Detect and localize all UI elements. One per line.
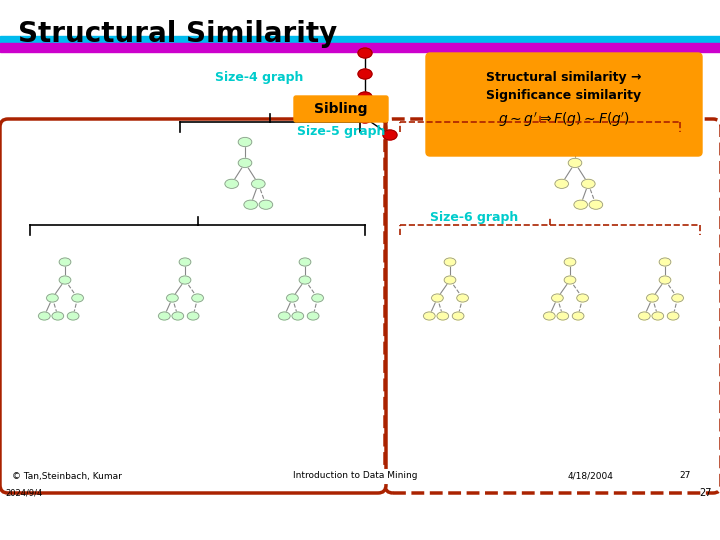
Ellipse shape (574, 200, 588, 210)
Ellipse shape (639, 312, 650, 320)
Ellipse shape (568, 138, 582, 146)
Ellipse shape (52, 312, 63, 320)
Ellipse shape (238, 138, 252, 146)
Ellipse shape (647, 294, 658, 302)
Ellipse shape (437, 312, 449, 320)
Ellipse shape (179, 258, 191, 266)
Ellipse shape (179, 276, 191, 284)
Ellipse shape (59, 258, 71, 266)
Text: $g \sim g'\Rightarrow F(g) \sim F(g')$: $g \sim g'\Rightarrow F(g) \sim F(g')$ (498, 111, 630, 129)
Ellipse shape (238, 158, 252, 167)
Ellipse shape (287, 294, 298, 302)
Text: Size-6 graph: Size-6 graph (430, 212, 518, 225)
Bar (8, 469, 708, 483)
Ellipse shape (192, 294, 204, 302)
Ellipse shape (555, 179, 569, 188)
Ellipse shape (358, 113, 372, 123)
Ellipse shape (577, 294, 588, 302)
Ellipse shape (423, 312, 435, 320)
Ellipse shape (67, 312, 79, 320)
Ellipse shape (47, 294, 58, 302)
FancyBboxPatch shape (294, 96, 388, 122)
Ellipse shape (564, 276, 576, 284)
Text: Size-4 graph: Size-4 graph (215, 71, 303, 84)
Text: Size-5 graph: Size-5 graph (297, 125, 385, 138)
Text: 27: 27 (700, 488, 712, 498)
Ellipse shape (358, 48, 372, 58)
Ellipse shape (251, 179, 265, 188)
Ellipse shape (456, 294, 469, 302)
Text: 2024/9/4: 2024/9/4 (5, 488, 42, 497)
Ellipse shape (564, 258, 576, 266)
Text: Structural Similarity: Structural Similarity (18, 20, 337, 48)
Ellipse shape (72, 294, 84, 302)
Text: 27: 27 (679, 471, 690, 481)
Ellipse shape (444, 276, 456, 284)
Ellipse shape (158, 312, 170, 320)
Ellipse shape (166, 294, 179, 302)
Ellipse shape (552, 294, 563, 302)
Text: © Tan,Steinbach, Kumar: © Tan,Steinbach, Kumar (12, 471, 122, 481)
Ellipse shape (358, 92, 372, 102)
Text: 4/18/2004: 4/18/2004 (567, 471, 613, 481)
Ellipse shape (572, 312, 584, 320)
Ellipse shape (299, 258, 311, 266)
Text: Significance similarity: Significance similarity (487, 89, 642, 102)
Ellipse shape (452, 312, 464, 320)
Ellipse shape (672, 294, 683, 302)
Bar (0, 36, 720, 43)
Bar (0, 43, 720, 52)
Ellipse shape (279, 312, 290, 320)
Ellipse shape (582, 179, 595, 188)
Ellipse shape (59, 276, 71, 284)
Ellipse shape (307, 312, 319, 320)
FancyBboxPatch shape (426, 53, 702, 156)
Ellipse shape (557, 312, 569, 320)
Ellipse shape (659, 276, 671, 284)
Ellipse shape (38, 312, 50, 320)
Ellipse shape (568, 158, 582, 167)
Ellipse shape (292, 312, 304, 320)
Ellipse shape (172, 312, 184, 320)
Ellipse shape (244, 200, 258, 210)
Ellipse shape (299, 276, 311, 284)
Ellipse shape (544, 312, 555, 320)
Ellipse shape (589, 200, 603, 210)
Ellipse shape (652, 312, 664, 320)
Text: Sibling: Sibling (314, 102, 368, 116)
Ellipse shape (444, 258, 456, 266)
Ellipse shape (312, 294, 323, 302)
Ellipse shape (225, 179, 238, 188)
Ellipse shape (187, 312, 199, 320)
Ellipse shape (259, 200, 273, 210)
Ellipse shape (358, 69, 372, 79)
Ellipse shape (667, 312, 679, 320)
Text: Structural similarity →: Structural similarity → (486, 71, 642, 84)
Ellipse shape (659, 258, 671, 266)
Ellipse shape (431, 294, 444, 302)
Text: Introduction to Data Mining: Introduction to Data Mining (293, 471, 418, 481)
Ellipse shape (383, 130, 397, 140)
